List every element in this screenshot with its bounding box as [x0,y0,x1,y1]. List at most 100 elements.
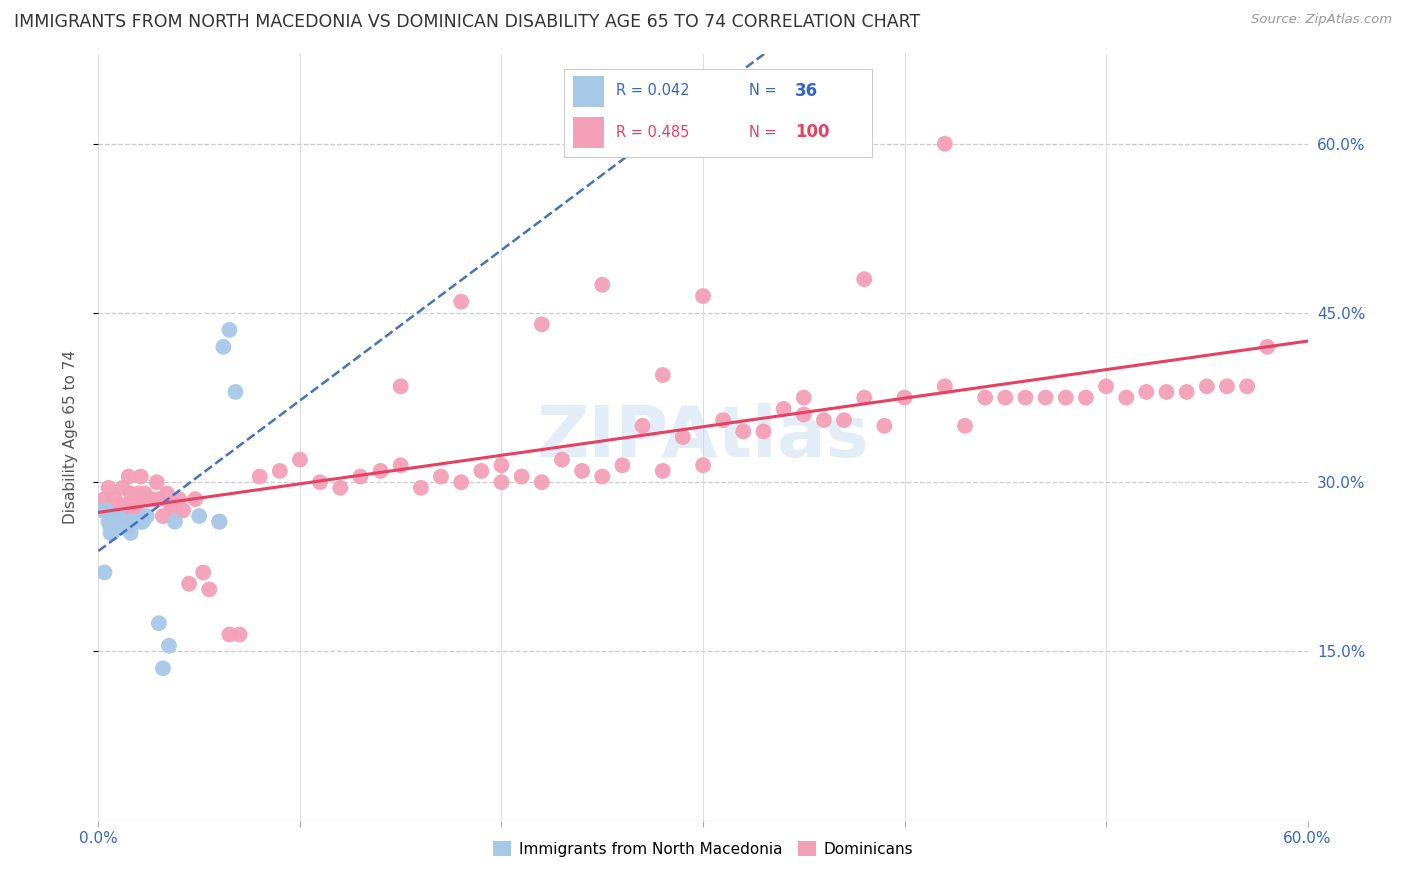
Point [212,340,235,354]
Point [103,509,125,524]
Point [1054,391,1077,405]
Point [100,526,122,541]
Point [208,515,231,529]
Point [224,384,246,399]
Point [1014,391,1036,405]
Point [269,464,291,478]
Point [103,492,125,507]
Point [111,481,134,495]
Point [530,318,553,332]
Point [934,379,956,393]
Point [97,481,120,495]
Legend: Immigrants from North Macedonia, Dominicans: Immigrants from North Macedonia, Dominic… [486,835,920,863]
Point [692,458,714,473]
Point [893,391,915,405]
Point [772,401,794,416]
Point [172,503,194,517]
Point [793,408,815,422]
Point [1156,384,1178,399]
Point [179,576,201,591]
Point [100,520,122,534]
Point [651,368,673,382]
Point [934,136,956,151]
Point [249,469,271,483]
Point [125,515,148,529]
Point [551,452,574,467]
Point [530,475,553,490]
Point [148,492,170,507]
Point [138,492,160,507]
Point [591,469,613,483]
Point [813,413,835,427]
Y-axis label: Disability Age 65 to 74: Disability Age 65 to 74 [63,350,77,524]
Point [510,469,533,483]
Point [612,458,634,473]
Point [132,492,155,507]
Point [114,503,136,517]
Point [93,492,115,507]
Point [152,509,174,524]
Text: Source: ZipAtlas.com: Source: ZipAtlas.com [1251,13,1392,27]
Point [91,503,114,517]
Point [711,413,734,427]
Point [692,289,714,303]
Point [1175,384,1198,399]
Point [450,294,472,309]
Text: ZIPAtlas: ZIPAtlas [537,402,869,472]
Point [120,486,142,500]
Point [218,323,240,337]
Point [103,515,125,529]
Point [107,498,129,512]
Point [1095,379,1118,393]
Point [651,464,673,478]
Point [198,582,221,597]
Point [163,515,186,529]
Point [733,425,755,439]
Point [288,452,311,467]
Point [853,272,876,286]
Point [107,509,129,524]
Point [111,515,134,529]
Point [132,515,155,529]
Point [121,503,143,517]
Point [1035,391,1057,405]
Point [329,481,352,495]
Point [672,430,695,444]
Point [309,475,332,490]
Point [105,503,128,517]
Point [96,503,118,517]
Point [571,464,593,478]
Point [228,627,250,641]
Point [1236,379,1258,393]
Point [118,520,141,534]
Point [101,509,124,524]
Point [793,391,815,405]
Point [118,469,141,483]
Point [167,492,190,507]
Point [349,469,371,483]
Point [1115,391,1137,405]
Point [163,503,186,517]
Point [193,566,215,580]
Point [157,639,180,653]
Point [873,418,896,433]
Point [188,509,211,524]
Point [994,391,1017,405]
Point [148,616,170,631]
Point [129,469,152,483]
Point [470,464,492,478]
Point [101,503,124,517]
Point [974,391,997,405]
Point [124,492,146,507]
Point [110,498,132,512]
Point [1135,384,1157,399]
Point [125,503,148,517]
Point [101,526,124,541]
Point [389,458,412,473]
Point [430,469,453,483]
Point [631,418,654,433]
Point [208,515,231,529]
Point [129,515,152,529]
Point [142,492,165,507]
Point [491,458,513,473]
